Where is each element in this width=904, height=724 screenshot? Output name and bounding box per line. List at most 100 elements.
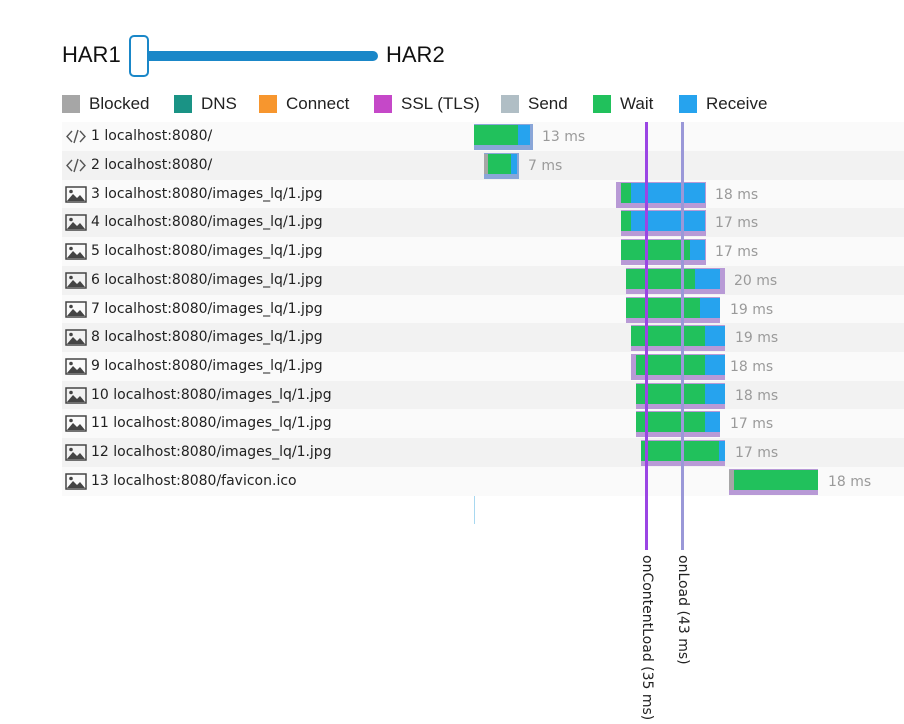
- send-swatch: [501, 95, 519, 113]
- legend-label: Wait: [620, 94, 654, 113]
- har1-timing-bar: [621, 240, 705, 260]
- request-duration: 13 ms: [542, 129, 586, 145]
- connect-swatch: [259, 95, 277, 113]
- receive-segment: [705, 326, 725, 346]
- request-url: 7 localhost:8080/images_lq/1.jpg: [91, 301, 323, 317]
- image-icon: [65, 415, 87, 432]
- receive-segment: [631, 211, 705, 231]
- har1-timing-bar: [621, 211, 705, 231]
- request-url: 8 localhost:8080/images_lq/1.jpg: [91, 329, 323, 345]
- image-icon: [65, 358, 87, 375]
- code-icon: [66, 158, 86, 173]
- request-url: 2 localhost:8080/: [91, 157, 213, 173]
- request-row[interactable]: 9 localhost:8080/images_lq/1.jpg 18 ms: [62, 352, 904, 381]
- legend-label: Receive: [706, 94, 768, 113]
- content-load-marker-line: [645, 122, 648, 550]
- wait-segment: [636, 355, 705, 375]
- har-slider-handle[interactable]: [129, 35, 149, 77]
- request-duration: 17 ms: [735, 445, 779, 461]
- har1-timing-bar: [626, 269, 720, 289]
- request-url: 13 localhost:8080/favicon.ico: [91, 473, 297, 489]
- wait-segment: [488, 154, 511, 174]
- wait-segment: [621, 240, 690, 260]
- wait-segment: [626, 269, 695, 289]
- request-url: 6 localhost:8080/images_lq/1.jpg: [91, 272, 323, 288]
- request-url: 12 localhost:8080/images_lq/1.jpg: [91, 444, 332, 460]
- receive-segment: [705, 355, 725, 375]
- har-slider-track[interactable]: [140, 51, 378, 61]
- har1-timing-bar: [484, 154, 517, 174]
- receive-segment: [518, 125, 530, 145]
- request-duration: 18 ms: [715, 187, 759, 203]
- request-duration: 20 ms: [734, 273, 778, 289]
- receive-segment: [705, 384, 725, 404]
- request-row[interactable]: 4 localhost:8080/images_lq/1.jpg 17 ms: [62, 208, 904, 237]
- image-icon: [65, 186, 87, 203]
- wait-segment: [626, 298, 700, 318]
- request-duration: 17 ms: [715, 244, 759, 260]
- request-url: 11 localhost:8080/images_lq/1.jpg: [91, 415, 332, 431]
- legend-label: Blocked: [89, 94, 150, 113]
- request-row[interactable]: 10 localhost:8080/images_lq/1.jpg 18 ms: [62, 381, 904, 410]
- request-row[interactable]: 12 localhost:8080/images_lq/1.jpg 17 ms: [62, 438, 904, 467]
- har1-timing-bar: [621, 183, 705, 203]
- receive-segment: [631, 183, 705, 203]
- legend-label: DNS: [201, 94, 237, 113]
- har1-timing-bar: [636, 355, 725, 375]
- har1-timing-bar: [636, 412, 720, 432]
- code-icon: [66, 129, 86, 144]
- timing-legend: Blocked DNS Connect SSL (TLS) Send Wait …: [62, 94, 822, 116]
- request-url: 10 localhost:8080/images_lq/1.jpg: [91, 387, 332, 403]
- image-icon: [65, 473, 87, 490]
- request-row[interactable]: 6 localhost:8080/images_lq/1.jpg 20 ms: [62, 266, 904, 295]
- blocked-segment: [729, 470, 734, 490]
- request-row[interactable]: 8 localhost:8080/images_lq/1.jpg 19 ms: [62, 323, 904, 352]
- wait-segment: [631, 326, 705, 346]
- receive-segment: [690, 240, 705, 260]
- blocked-swatch: [62, 95, 80, 113]
- request-url: 1 localhost:8080/: [91, 128, 213, 144]
- image-icon: [65, 329, 87, 346]
- request-row[interactable]: 7 localhost:8080/images_lq/1.jpg 19 ms: [62, 295, 904, 324]
- image-icon: [65, 301, 87, 318]
- image-icon: [65, 444, 87, 461]
- wait-segment: [641, 441, 719, 461]
- request-duration: 17 ms: [730, 416, 774, 432]
- request-row[interactable]: 5 localhost:8080/images_lq/1.jpg 17 ms: [62, 237, 904, 266]
- legend-label: SSL (TLS): [401, 94, 480, 113]
- request-row[interactable]: 3 localhost:8080/images_lq/1.jpg 18 ms: [62, 180, 904, 209]
- image-icon: [65, 272, 87, 289]
- image-icon: [65, 243, 87, 260]
- image-icon: [65, 214, 87, 231]
- request-row[interactable]: 2 localhost:8080/ 7 ms: [62, 151, 904, 180]
- request-row[interactable]: 13 localhost:8080/favicon.ico 18 ms: [62, 467, 904, 496]
- legend-label: Send: [528, 94, 568, 113]
- har1-timing-bar: [636, 384, 725, 404]
- request-duration: 19 ms: [735, 330, 779, 346]
- wait-segment: [636, 412, 705, 432]
- wait-segment: [621, 183, 631, 203]
- receive-segment: [705, 412, 720, 432]
- request-duration: 19 ms: [730, 302, 774, 318]
- image-icon: [65, 387, 87, 404]
- wait-segment: [474, 125, 518, 145]
- request-row[interactable]: 1 localhost:8080/ 13 ms: [62, 122, 904, 151]
- request-url: 9 localhost:8080/images_lq/1.jpg: [91, 358, 323, 374]
- request-url: 3 localhost:8080/images_lq/1.jpg: [91, 186, 323, 202]
- request-url: 5 localhost:8080/images_lq/1.jpg: [91, 243, 323, 259]
- wait-segment: [636, 384, 705, 404]
- request-duration: 18 ms: [735, 388, 779, 404]
- legend-label: Connect: [286, 94, 350, 113]
- wait-swatch: [593, 95, 611, 113]
- request-url: 4 localhost:8080/images_lq/1.jpg: [91, 214, 323, 230]
- blocked-segment: [484, 154, 488, 174]
- request-row[interactable]: 11 localhost:8080/images_lq/1.jpg 17 ms: [62, 409, 904, 438]
- har1-timing-bar: [641, 441, 725, 461]
- wait-segment: [621, 211, 631, 231]
- request-duration: 18 ms: [828, 474, 872, 490]
- har1-timing-bar: [626, 298, 720, 318]
- har1-timing-bar: [729, 470, 818, 490]
- request-duration: 18 ms: [730, 359, 774, 375]
- ssl-swatch: [374, 95, 392, 113]
- receive-segment: [700, 298, 720, 318]
